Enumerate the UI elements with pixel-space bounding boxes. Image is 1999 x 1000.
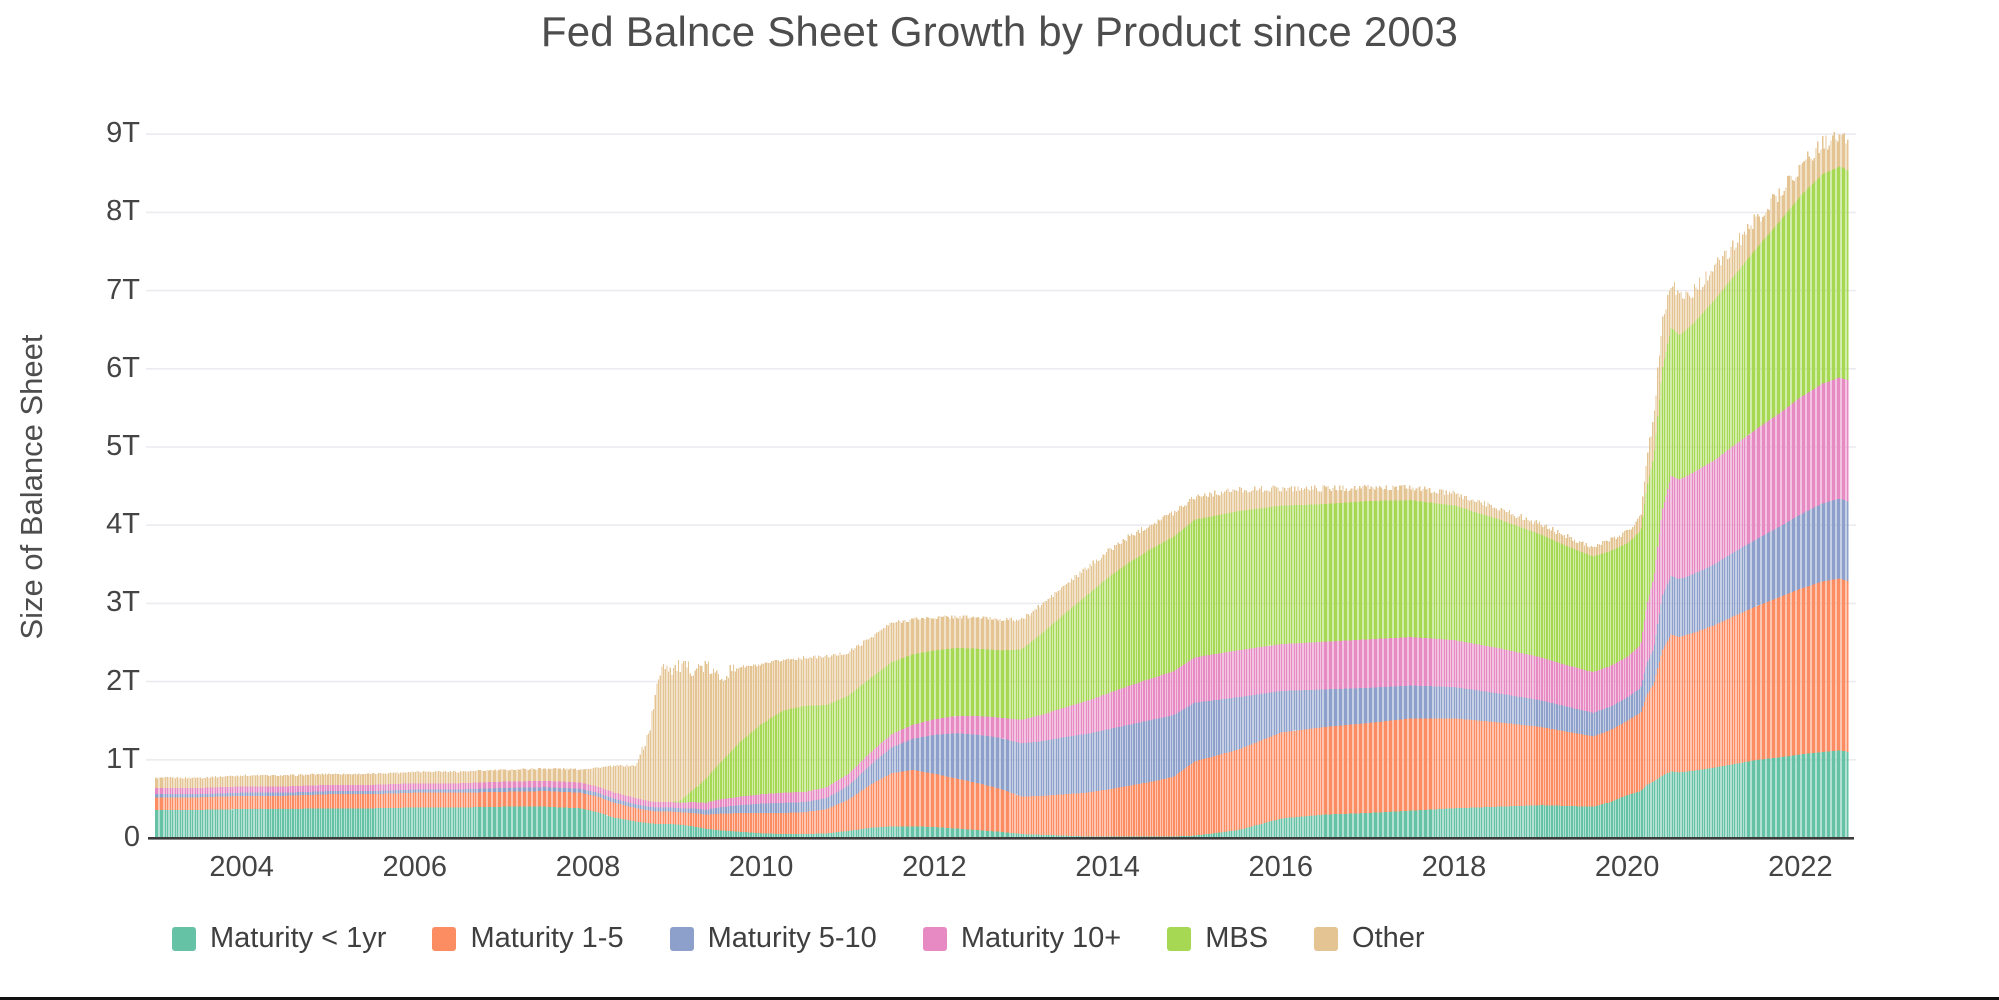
legend-label: Maturity < 1yr (210, 922, 387, 954)
x-tick-label-2012: 2012 (902, 851, 967, 883)
chart-title: Fed Balnce Sheet Growth by Product since… (540, 8, 1459, 55)
legend-item-other[interactable]: Other (1314, 922, 1425, 955)
x-tick-label-2016: 2016 (1248, 851, 1314, 883)
x-tick-label-2018: 2018 (1421, 851, 1487, 883)
legend-label: Maturity 5-10 (707, 922, 877, 954)
y-tick-label-1T: 1T (106, 742, 140, 775)
x-tick-label-2010: 2010 (728, 851, 794, 883)
x-tick-label-2004: 2004 (209, 851, 274, 883)
x-tick-label-2014: 2014 (1075, 851, 1140, 883)
legend-item-maturity-5-10[interactable]: Maturity 5-10 (669, 922, 877, 955)
legend-label: Maturity 10+ (960, 922, 1122, 954)
x-tick-label-2020: 2020 (1594, 851, 1660, 883)
y-tick-label-4T: 4T (106, 508, 140, 541)
legend-swatch-icon (1314, 926, 1339, 951)
legend-item-maturity-1yr[interactable]: Maturity < 1yr (172, 922, 386, 955)
legend-swatch-icon (669, 926, 694, 951)
x-tick-label-2008: 2008 (555, 851, 621, 883)
legend-label: Other (1352, 922, 1425, 954)
legend-swatch-icon (1167, 926, 1192, 951)
legend-label: MBS (1205, 922, 1269, 954)
x-tick-label-2006: 2006 (382, 851, 448, 883)
y-tick-label-3T: 3T (106, 586, 140, 619)
legend-item-mbs[interactable]: MBS (1167, 922, 1268, 955)
y-tick-label-6T: 6T (106, 351, 140, 384)
y-tick-label-7T: 7T (106, 273, 140, 306)
legend-item-maturity-1-5[interactable]: Maturity 1-5 (432, 922, 624, 955)
y-tick-label-8T: 8T (106, 195, 140, 228)
x-tick-label-2022: 2022 (1768, 851, 1833, 883)
y-tick-label-2T: 2T (106, 664, 140, 697)
y-tick-label-5T: 5T (106, 429, 140, 462)
chart-legend: Maturity < 1yr Maturity 1-5 Maturity 5-10 M… (172, 922, 1425, 955)
y-tick-label-9T: 9T (106, 117, 140, 150)
y-tick-label-0: 0 (123, 820, 140, 853)
legend-label: Maturity 1-5 (470, 922, 624, 954)
legend-swatch-icon (922, 926, 947, 951)
legend-item-maturity-10[interactable]: Maturity 10+ (922, 922, 1122, 955)
legend-swatch-icon (432, 926, 457, 951)
legend-swatch-icon (172, 926, 196, 951)
